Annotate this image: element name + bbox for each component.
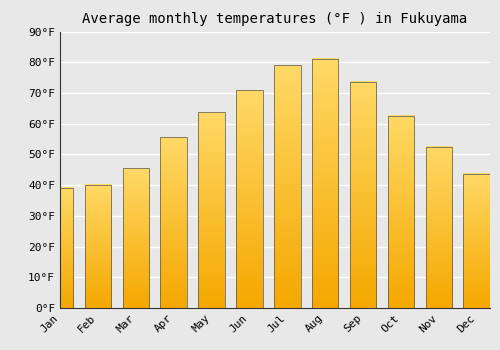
Bar [388,116,414,308]
Bar [312,59,338,308]
Bar [84,185,111,308]
Bar [350,82,376,308]
Bar [464,174,490,308]
Bar [122,168,149,308]
Bar [426,147,452,308]
Title: Average monthly temperatures (°F ) in Fukuyama: Average monthly temperatures (°F ) in Fu… [82,12,468,26]
Bar [198,112,225,308]
Bar [46,188,74,308]
Bar [160,137,187,308]
Bar [236,90,262,308]
Bar [274,65,300,308]
